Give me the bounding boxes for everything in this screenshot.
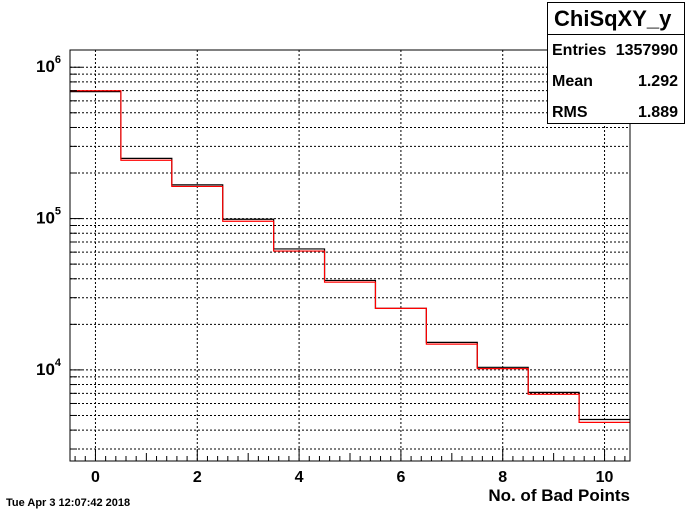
stats-title: ChiSqXY_y bbox=[548, 3, 684, 35]
histogram-step-line bbox=[70, 90, 630, 423]
histogram-series bbox=[70, 90, 630, 423]
x-tick-label: 0 bbox=[91, 469, 100, 486]
stats-value: 1.292 bbox=[637, 73, 678, 90]
stats-label: Entries bbox=[552, 42, 607, 59]
stats-row-rms: RMS 1.889 bbox=[548, 97, 684, 128]
stats-value: 1.889 bbox=[637, 104, 678, 121]
x-tick-labels: 0 2 4 6 8 10 bbox=[91, 469, 614, 486]
y-tick-label: 106 bbox=[36, 54, 61, 76]
stats-row-entries: Entries 1357990 bbox=[548, 35, 684, 66]
stats-box: ChiSqXY_y Entries 1357990 Mean 1.292 RMS… bbox=[547, 2, 685, 124]
x-tick-label: 10 bbox=[596, 469, 614, 486]
x-axis-label: No. of Bad Points bbox=[488, 486, 630, 505]
grid-lines bbox=[70, 50, 630, 461]
y-tick-label: 105 bbox=[36, 206, 61, 228]
axis-ticks bbox=[70, 66, 626, 461]
x-tick-label: 6 bbox=[396, 469, 405, 486]
stats-label: Mean bbox=[552, 73, 593, 90]
stats-label: RMS bbox=[552, 104, 588, 121]
stats-row-mean: Mean 1.292 bbox=[548, 66, 684, 97]
stats-value: 1357990 bbox=[615, 42, 678, 59]
x-tick-label: 2 bbox=[193, 469, 202, 486]
y-tick-label: 104 bbox=[36, 357, 62, 379]
x-tick-label: 4 bbox=[295, 469, 304, 486]
timestamp: Tue Apr 3 12:07:42 2018 bbox=[6, 497, 131, 509]
y-tick-labels: 104 105 106 bbox=[36, 54, 62, 379]
x-tick-label: 8 bbox=[498, 469, 507, 486]
plot-frame bbox=[69, 49, 631, 462]
